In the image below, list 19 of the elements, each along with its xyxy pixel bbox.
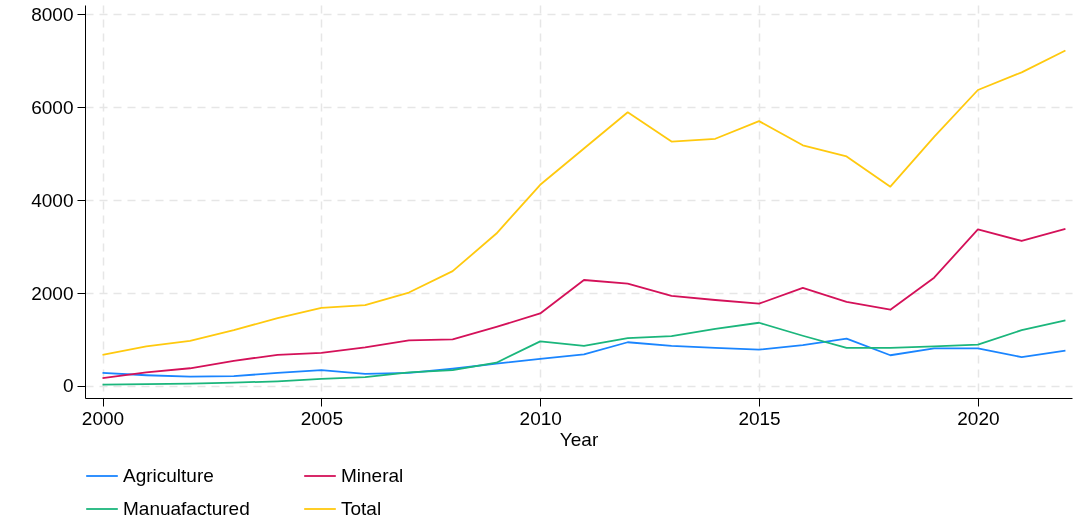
y-tick-label: 2000 — [31, 282, 74, 304]
x-tick-label: 2000 — [81, 407, 125, 429]
y-tick-label: 8000 — [31, 3, 74, 25]
x-tick-label: 2015 — [738, 407, 781, 429]
y-tick-label: 6000 — [31, 96, 74, 118]
line-series — [101, 49, 1067, 356]
x-axis-title: Year — [559, 428, 599, 450]
x-tick-label: 2005 — [300, 407, 343, 429]
x-tick-label: 2010 — [519, 407, 562, 429]
legend-label: Agriculture — [123, 465, 214, 486]
line-series — [101, 319, 1067, 386]
legend-label: Manuafactured — [123, 498, 250, 519]
y-tick-label: 0 — [62, 375, 74, 397]
x-tick-label: 2020 — [957, 407, 1000, 429]
legend-label: Mineral — [341, 465, 404, 486]
line-series — [101, 228, 1067, 379]
line-series — [101, 337, 1067, 378]
y-tick-label: 4000 — [31, 189, 74, 211]
legend-label: Total — [341, 498, 382, 519]
